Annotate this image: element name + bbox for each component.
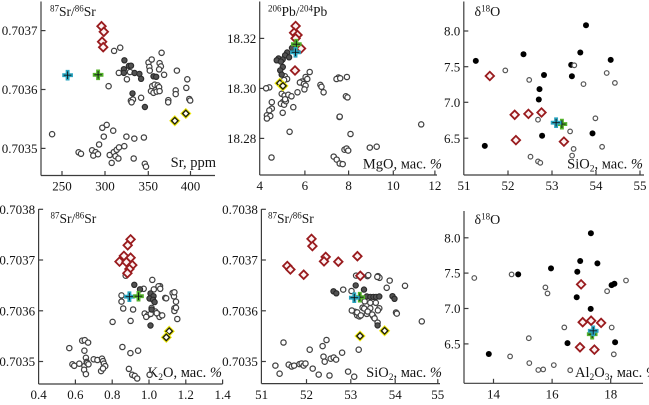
svg-text:0.7037: 0.7037 bbox=[2, 23, 38, 38]
svg-text:4: 4 bbox=[257, 178, 264, 193]
svg-text:7.5: 7.5 bbox=[444, 266, 460, 281]
svg-text:10: 10 bbox=[387, 178, 400, 193]
svg-text:1.0: 1.0 bbox=[141, 387, 157, 402]
svg-text:18: 18 bbox=[604, 387, 617, 402]
svg-text:0.7035: 0.7035 bbox=[0, 354, 35, 369]
svg-text:87Sr/86Sr: 87Sr/86Sr bbox=[268, 211, 314, 227]
svg-text:250: 250 bbox=[52, 179, 72, 194]
svg-text:54: 54 bbox=[389, 387, 403, 402]
svg-text:0.7037: 0.7037 bbox=[222, 253, 258, 268]
svg-text:0.6: 0.6 bbox=[67, 387, 84, 402]
svg-text:52: 52 bbox=[300, 387, 313, 402]
svg-text:87Sr/86Sr: 87Sr/86Sr bbox=[51, 211, 97, 227]
svg-text:0.7037: 0.7037 bbox=[0, 253, 36, 268]
svg-text:6: 6 bbox=[302, 178, 309, 193]
svg-text:0.7038: 0.7038 bbox=[0, 202, 35, 217]
svg-text:7.0: 7.0 bbox=[444, 95, 460, 110]
svg-text:MgO, мас. %: MgO, мас. % bbox=[363, 157, 442, 173]
svg-text:0.7036: 0.7036 bbox=[222, 303, 258, 318]
svg-text:87Sr/86Sr: 87Sr/86Sr bbox=[50, 4, 96, 20]
svg-text:16: 16 bbox=[546, 387, 560, 402]
svg-text:δ18O: δ18O bbox=[475, 212, 501, 229]
svg-text:55: 55 bbox=[634, 178, 647, 193]
svg-text:55: 55 bbox=[431, 387, 444, 402]
svg-text:0.7035: 0.7035 bbox=[2, 141, 38, 156]
svg-text:53: 53 bbox=[344, 387, 357, 402]
svg-text:7.5: 7.5 bbox=[444, 59, 460, 74]
svg-text:SiO2, мас. %: SiO2, мас. % bbox=[366, 365, 442, 383]
svg-text:Al2O3, мас. %: Al2O3, мас. % bbox=[575, 365, 649, 383]
svg-text:δ18O: δ18O bbox=[475, 4, 501, 21]
svg-text:18.28: 18.28 bbox=[227, 131, 256, 146]
svg-text:0.7035: 0.7035 bbox=[222, 354, 258, 369]
svg-text:SiO2, мас. %: SiO2, мас. % bbox=[567, 157, 643, 175]
svg-text:1.4: 1.4 bbox=[214, 387, 231, 402]
svg-text:18.32: 18.32 bbox=[227, 31, 256, 46]
svg-text:0.8: 0.8 bbox=[104, 387, 120, 402]
svg-text:6.5: 6.5 bbox=[444, 337, 460, 352]
svg-text:14: 14 bbox=[487, 387, 501, 402]
svg-text:12: 12 bbox=[428, 178, 441, 193]
svg-text:53: 53 bbox=[546, 178, 559, 193]
svg-text:0.4: 0.4 bbox=[30, 387, 47, 402]
svg-text:51: 51 bbox=[255, 387, 268, 402]
svg-text:400: 400 bbox=[181, 179, 201, 194]
svg-text:350: 350 bbox=[139, 179, 159, 194]
svg-text:52: 52 bbox=[502, 178, 515, 193]
svg-text:6.5: 6.5 bbox=[444, 131, 460, 146]
svg-text:0.7036: 0.7036 bbox=[2, 82, 38, 97]
svg-text:8.0: 8.0 bbox=[444, 24, 460, 39]
svg-text:Sr, ppm: Sr, ppm bbox=[171, 155, 217, 171]
svg-text:K2O, мас. %: K2O, мас. % bbox=[148, 365, 222, 383]
svg-text:54: 54 bbox=[590, 178, 604, 193]
svg-text:0.7036: 0.7036 bbox=[0, 303, 36, 318]
svg-text:300: 300 bbox=[95, 179, 115, 194]
svg-text:8: 8 bbox=[345, 178, 352, 193]
svg-text:1.2: 1.2 bbox=[178, 387, 194, 402]
svg-text:18.30: 18.30 bbox=[227, 81, 256, 96]
svg-text:8.0: 8.0 bbox=[444, 230, 460, 245]
svg-text:206Pb/204Pb: 206Pb/204Pb bbox=[268, 4, 328, 20]
svg-text:51: 51 bbox=[458, 178, 471, 193]
svg-text:0.7038: 0.7038 bbox=[222, 202, 258, 217]
svg-text:7.0: 7.0 bbox=[444, 301, 460, 316]
